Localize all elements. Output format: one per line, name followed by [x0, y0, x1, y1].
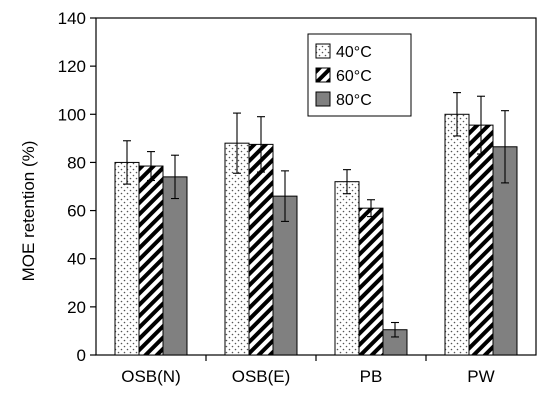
ticks: 0 20 40 60 80 100 120 140 OSB(N) OSB(E) PB PW	[58, 9, 495, 386]
bar	[334, 181, 360, 356]
x-tick-label: OSB(N)	[121, 367, 181, 386]
legend-swatch	[315, 43, 331, 59]
y-tick-label: 20	[67, 298, 86, 317]
legend-label: 40°C	[336, 44, 372, 61]
bar	[138, 165, 164, 356]
x-tick-label: PW	[467, 367, 494, 386]
bar	[468, 124, 494, 356]
y-axis-label: MOE retention (%)	[19, 141, 38, 282]
legend: 40°C 60°C 80°C	[307, 33, 412, 117]
legend-label: 60°C	[336, 68, 372, 85]
bars	[114, 113, 518, 356]
y-tick-label: 60	[67, 202, 86, 221]
y-tick-label: 120	[58, 57, 86, 76]
x-tick-label: OSB(E)	[232, 367, 291, 386]
bar	[114, 161, 140, 356]
y-tick-label: 40	[67, 250, 86, 269]
bar	[224, 142, 250, 356]
y-tick-label: 100	[58, 105, 86, 124]
x-tick-label: PB	[360, 367, 383, 386]
legend-swatch	[315, 91, 331, 107]
y-tick-label: 0	[77, 346, 86, 365]
y-tick-label: 140	[58, 9, 86, 28]
bar	[248, 143, 274, 356]
y-tick-label: 80	[67, 153, 86, 172]
bar	[444, 113, 470, 356]
legend-label: 80°C	[336, 92, 372, 109]
bar	[358, 207, 384, 356]
error-bars	[123, 92, 509, 338]
legend-swatch	[315, 67, 331, 83]
bar	[162, 176, 188, 356]
